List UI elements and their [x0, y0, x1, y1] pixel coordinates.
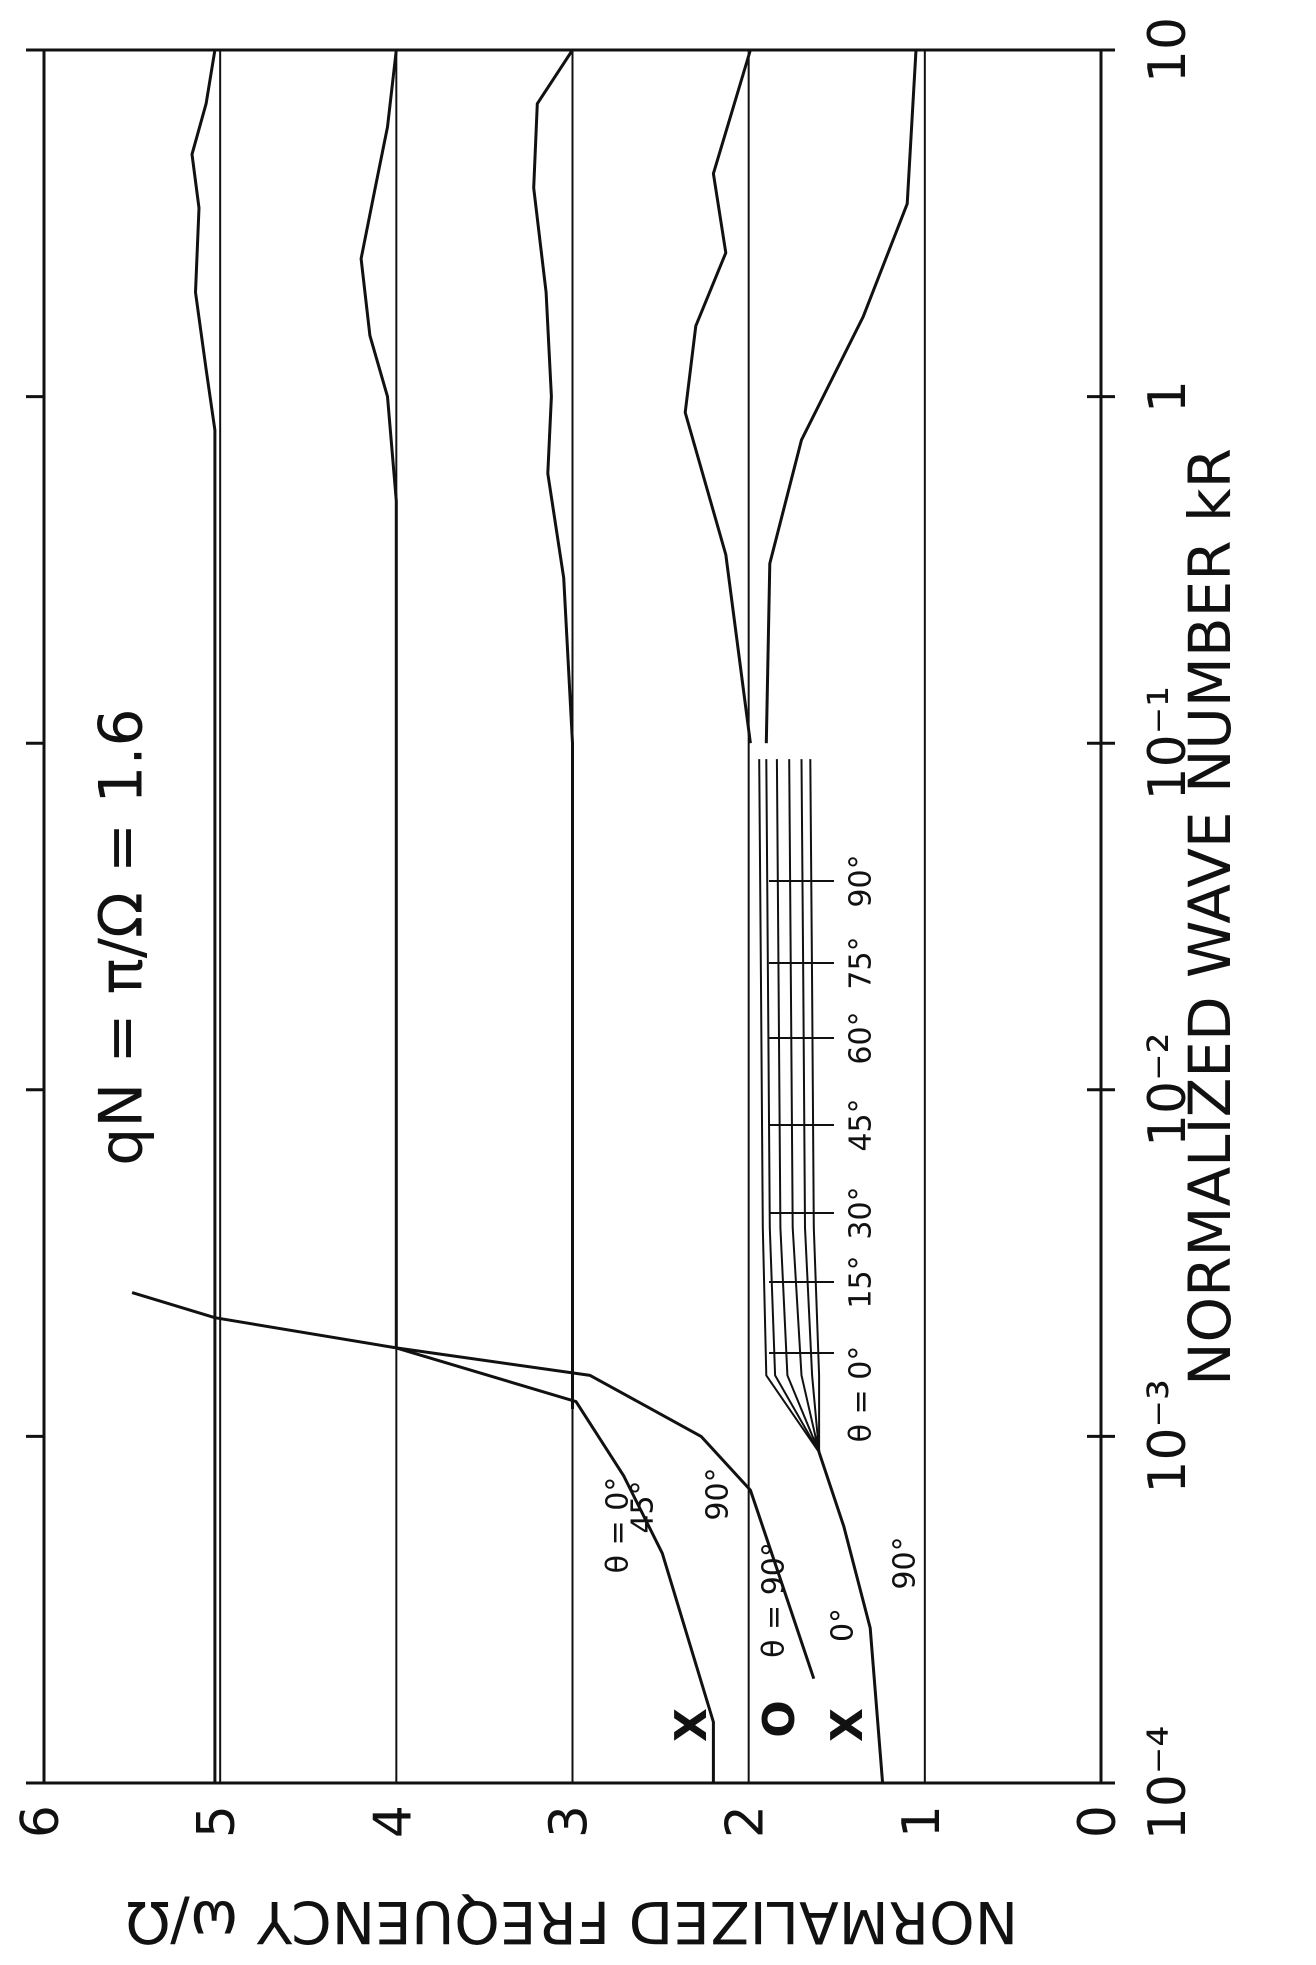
annotation: θ = 90° [757, 1542, 792, 1658]
x-tick-label: 10⁻⁴ [1138, 1726, 1198, 1840]
x-tick-label: 1 [1138, 380, 1198, 413]
series-line [396, 1346, 816, 1680]
annotation: 30° [844, 1186, 879, 1239]
series-line [775, 759, 821, 1453]
series-line [800, 759, 821, 1453]
series-line [809, 759, 821, 1453]
annotation: 90° [701, 1467, 736, 1520]
y-tick-label: 6 [11, 1805, 71, 1838]
series-line [190, 49, 217, 1783]
series-line [788, 759, 821, 1453]
annotation: 45° [626, 1480, 661, 1533]
series-line [758, 759, 820, 1453]
series-line [765, 759, 820, 1453]
y-tick-label: 4 [363, 1805, 423, 1838]
plot-frame: qN = π/Ω = 1.6 NORMALIZED WAVE NUMBER kR… [11, 17, 1244, 1956]
series-line [359, 49, 398, 1348]
series-line [131, 1291, 715, 1783]
annotation: 45° [844, 1098, 879, 1151]
y-tick-label: 3 [540, 1805, 600, 1838]
annotation: 60° [844, 1011, 879, 1064]
x-tick-label: 10⁻¹ [1138, 686, 1198, 800]
annotation: X [822, 1708, 873, 1742]
annotation: O [754, 1700, 805, 1737]
series-line [683, 49, 752, 744]
annotation: 15° [844, 1255, 879, 1308]
y-tick-label: 2 [716, 1805, 776, 1838]
x-axis-label: NORMALIZED WAVE NUMBER kR [1176, 448, 1244, 1386]
series-line [532, 49, 574, 1409]
y-tick-label: 0 [1068, 1805, 1128, 1838]
y-tick-label: 1 [892, 1805, 952, 1838]
annotation: X [666, 1708, 717, 1742]
annotation: 0° [826, 1608, 861, 1642]
annotation: 90° [888, 1536, 923, 1589]
x-tick-label: 10⁻³ [1138, 1379, 1198, 1493]
x-tick-label: 10 [1138, 17, 1198, 83]
annotation: θ = 0° [601, 1477, 636, 1574]
annotation: θ = 0° [844, 1346, 879, 1443]
y-tick-label: 5 [187, 1805, 247, 1838]
annotation: 90° [844, 854, 879, 907]
series-line [764, 49, 918, 744]
x-tick-label: 10⁻² [1138, 1033, 1198, 1147]
annotation: 75° [844, 936, 879, 989]
y-axis-label: NORMALIZED FREQUENCY ω/Ω [126, 1888, 1018, 1956]
chart-title: qN = π/Ω = 1.6 [87, 708, 157, 1165]
